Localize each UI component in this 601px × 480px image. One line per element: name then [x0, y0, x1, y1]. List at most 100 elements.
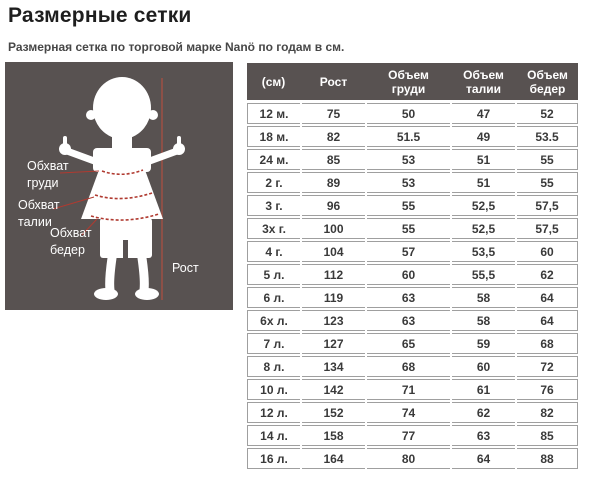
table-cell: 85 [302, 149, 365, 170]
table-cell: 63 [367, 287, 450, 308]
table-cell: 53 [367, 149, 450, 170]
table-cell: 8 л. [247, 356, 300, 377]
table-cell: 62 [517, 264, 578, 285]
table-cell: 74 [367, 402, 450, 423]
table-cell: 6 л. [247, 287, 300, 308]
table-cell: 57,5 [517, 195, 578, 216]
table-cell: 96 [302, 195, 365, 216]
table-cell: 52,5 [452, 195, 515, 216]
table-cell: 152 [302, 402, 365, 423]
table-cell: 71 [367, 379, 450, 400]
table-cell: 55 [517, 149, 578, 170]
table-row: 24 м. 85 53 51 55 [247, 149, 578, 170]
table-cell: 4 г. [247, 241, 300, 262]
table-cell: 3 г. [247, 195, 300, 216]
table-row: 8 л. 134 68 60 72 [247, 356, 578, 377]
table-cell: 64 [517, 310, 578, 331]
measurement-arcs [52, 169, 160, 236]
table-header: (см) Рост Объем груди Объем талии Объем … [247, 63, 578, 100]
table-cell: 134 [302, 356, 365, 377]
table-cell: 51 [452, 172, 515, 193]
table-cell: 3х г. [247, 218, 300, 239]
table-cell: 55 [517, 172, 578, 193]
table-cell: 55,5 [452, 264, 515, 285]
table-cell: 89 [302, 172, 365, 193]
table-cell: 68 [367, 356, 450, 377]
table-cell: 57,5 [517, 218, 578, 239]
table-body: 12 м. 75 50 47 52 18 м. 82 51.5 49 53.5 … [247, 103, 578, 469]
table-cell: 52,5 [452, 218, 515, 239]
table-row: 16 л. 164 80 64 88 [247, 448, 578, 469]
table-cell: 68 [517, 333, 578, 354]
table-cell: 14 л. [247, 425, 300, 446]
table-cell: 80 [367, 448, 450, 469]
table-row: 4 г. 104 57 53,5 60 [247, 241, 578, 262]
table-row: 12 л. 152 74 62 82 [247, 402, 578, 423]
table-cell: 63 [452, 425, 515, 446]
table-cell: 58 [452, 310, 515, 331]
table-cell: 100 [302, 218, 365, 239]
table-cell: 6х л. [247, 310, 300, 331]
table-cell: 59 [452, 333, 515, 354]
table-row: 10 л. 142 71 61 76 [247, 379, 578, 400]
waist-label: Обхват талии [18, 198, 60, 229]
table-cell: 55 [367, 195, 450, 216]
table-cell: 72 [517, 356, 578, 377]
table-cell: 7 л. [247, 333, 300, 354]
table-row: 12 м. 75 50 47 52 [247, 103, 578, 124]
header-cell-hips: Объем бедер [527, 67, 568, 96]
table-cell: 123 [302, 310, 365, 331]
table-cell: 47 [452, 103, 515, 124]
size-figure: Обхват груди Обхват талии Обхват бедер Р… [5, 62, 233, 310]
header-cell-chest: Объем груди [388, 67, 429, 96]
table-cell: 75 [302, 103, 365, 124]
height-label: Рост [172, 261, 199, 275]
header-cell-waist: Объем талии [463, 67, 504, 96]
table-cell: 104 [302, 241, 365, 262]
table-row: 5 л. 112 60 55,5 62 [247, 264, 578, 285]
table-cell: 77 [367, 425, 450, 446]
table-cell: 82 [302, 126, 365, 147]
table-row: 6 л. 119 63 58 64 [247, 287, 578, 308]
child-silhouette [52, 77, 185, 300]
table-row: 7 л. 127 65 59 68 [247, 333, 578, 354]
table-cell: 64 [517, 287, 578, 308]
table-cell: 119 [302, 287, 365, 308]
table-cell: 51 [452, 149, 515, 170]
table-cell: 62 [452, 402, 515, 423]
chest-label: Обхват груди [27, 159, 69, 190]
table-row: 6х л. 123 63 58 64 [247, 310, 578, 331]
table-cell: 53 [367, 172, 450, 193]
table-cell: 49 [452, 126, 515, 147]
table-cell: 52 [517, 103, 578, 124]
table-row: 18 м. 82 51.5 49 53.5 [247, 126, 578, 147]
hips-label: Обхват бедер [50, 226, 92, 257]
table-cell: 55 [367, 218, 450, 239]
table-cell: 88 [517, 448, 578, 469]
table-cell: 61 [452, 379, 515, 400]
table-cell: 5 л. [247, 264, 300, 285]
table-cell: 63 [367, 310, 450, 331]
header-cell-cm: (см) [261, 74, 286, 89]
table-cell: 76 [517, 379, 578, 400]
table-cell: 53,5 [452, 241, 515, 262]
table-cell: 50 [367, 103, 450, 124]
table-cell: 60 [367, 264, 450, 285]
table-cell: 12 м. [247, 103, 300, 124]
table-cell: 112 [302, 264, 365, 285]
table-row: 2 г. 89 53 51 55 [247, 172, 578, 193]
table-cell: 82 [517, 402, 578, 423]
table-cell: 53.5 [517, 126, 578, 147]
table-cell: 142 [302, 379, 365, 400]
table-cell: 58 [452, 287, 515, 308]
table-cell: 85 [517, 425, 578, 446]
table-cell: 65 [367, 333, 450, 354]
header-cell-rost: Рост [319, 74, 348, 89]
table-cell: 18 м. [247, 126, 300, 147]
silhouette-shapes [59, 77, 185, 300]
table-cell: 64 [452, 448, 515, 469]
table-row: 3 г. 96 55 52,5 57,5 [247, 195, 578, 216]
table-cell: 24 м. [247, 149, 300, 170]
page-title: Размерные сетки [8, 4, 192, 27]
table-cell: 158 [302, 425, 365, 446]
